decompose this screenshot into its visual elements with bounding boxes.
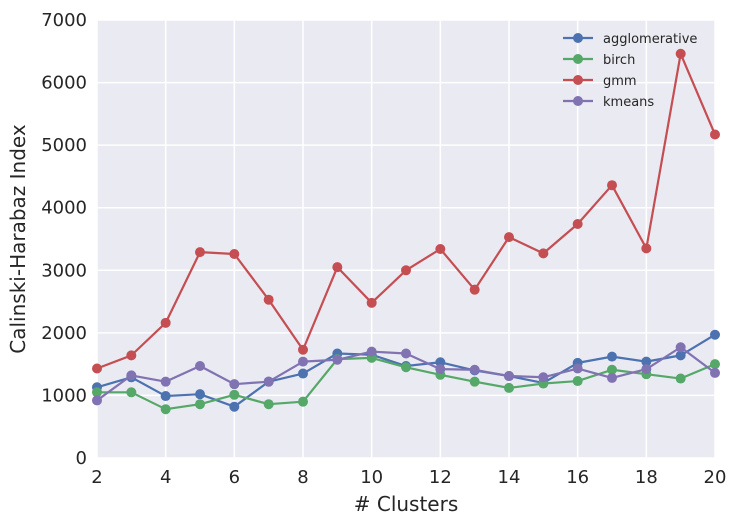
data-point-birch (92, 387, 102, 398)
data-point-birch (160, 404, 171, 415)
data-point-kmeans (572, 363, 583, 374)
data-point-birch (675, 373, 686, 384)
data-point-agglomerative (710, 329, 720, 340)
data-point-birch (126, 387, 137, 398)
data-point-gmm (332, 262, 343, 273)
data-point-agglomerative (229, 401, 240, 412)
data-point-birch (229, 389, 240, 400)
data-point-kmeans (675, 342, 686, 353)
data-point-agglomerative (675, 350, 686, 361)
series-layer (92, 48, 720, 415)
data-point-gmm (160, 317, 171, 328)
data-point-agglomerative (298, 368, 308, 379)
data-point-kmeans (229, 379, 240, 390)
data-point-gmm (504, 232, 514, 243)
legend-label-kmeans: kmeans (603, 95, 654, 110)
legend-label-gmm: gmm (603, 74, 637, 89)
legend-marker-kmeans (573, 96, 583, 106)
y-tick-label: 6000 (41, 73, 87, 94)
data-point-kmeans (641, 364, 652, 375)
data-point-agglomerative (195, 389, 205, 400)
y-axis-label: Calinski-Harabaz Index (6, 124, 30, 354)
legend-marker-birch (573, 54, 583, 64)
legend-marker-agglomerative (573, 33, 583, 43)
data-point-kmeans (126, 370, 137, 381)
data-point-agglomerative (160, 391, 171, 402)
data-point-kmeans (710, 367, 720, 378)
plot-background (97, 20, 715, 458)
tick-labels: 2 4 6 8 10 12 14 16 18 20 0 1000 2000 3000 4000 5000 600… (41, 10, 726, 488)
data-point-kmeans (263, 376, 274, 387)
data-point-birch (710, 359, 720, 370)
data-point-agglomerative (641, 356, 652, 367)
x-tick-label: 2 (91, 467, 102, 488)
x-tick-label: 10 (360, 467, 383, 488)
x-axis-label: # Clusters (354, 492, 459, 516)
data-point-gmm (195, 247, 205, 258)
x-tick-label: 6 (229, 467, 240, 488)
y-tick-label: 3000 (41, 260, 87, 281)
data-point-birch (298, 396, 308, 407)
data-point-gmm (366, 297, 377, 308)
data-point-kmeans (195, 361, 205, 372)
data-point-birch (195, 399, 205, 410)
data-point-gmm (641, 243, 652, 254)
data-point-agglomerative (435, 357, 446, 368)
x-tick-label: 8 (297, 467, 308, 488)
legend-label-birch: birch (603, 53, 635, 68)
data-point-kmeans (607, 372, 617, 383)
data-point-gmm (298, 344, 308, 355)
data-point-gmm (126, 350, 137, 361)
data-point-birch (263, 399, 274, 410)
y-tick-label: 2000 (41, 323, 87, 344)
data-point-kmeans (160, 376, 171, 387)
data-point-kmeans (469, 364, 480, 375)
x-tick-label: 14 (498, 467, 521, 488)
x-tick-label: 16 (566, 467, 589, 488)
data-point-kmeans (92, 395, 102, 406)
x-tick-label: 20 (704, 467, 727, 488)
data-point-kmeans (435, 364, 446, 375)
legend: agglomerative birch gmm kmeans (563, 32, 697, 110)
data-point-birch (572, 376, 583, 387)
data-point-birch (469, 376, 480, 387)
data-point-birch (401, 362, 411, 373)
data-point-gmm (435, 244, 446, 255)
data-point-agglomerative (607, 351, 617, 362)
y-tick-label: 1000 (41, 385, 87, 406)
x-tick-label: 4 (160, 467, 171, 488)
data-point-gmm (607, 180, 617, 191)
data-point-kmeans (401, 348, 411, 359)
data-point-kmeans (538, 372, 549, 383)
legend-label-agglomerative: agglomerative (603, 32, 697, 47)
data-point-gmm (229, 249, 240, 260)
data-point-gmm (572, 218, 583, 229)
data-point-gmm (92, 363, 102, 374)
data-point-birch (504, 382, 514, 393)
x-tick-label: 12 (429, 467, 452, 488)
data-point-birch (607, 364, 617, 375)
y-tick-label: 0 (76, 448, 87, 469)
data-point-kmeans (298, 356, 308, 367)
legend-marker-gmm (573, 75, 583, 85)
data-point-kmeans (332, 354, 343, 365)
x-tick-label: 18 (635, 467, 658, 488)
y-tick-label: 4000 (41, 198, 87, 219)
data-point-kmeans (366, 346, 377, 357)
data-point-gmm (710, 129, 720, 140)
data-point-gmm (538, 248, 549, 259)
data-point-gmm (469, 284, 480, 295)
data-point-gmm (401, 265, 411, 276)
data-point-gmm (263, 294, 274, 305)
y-tick-label: 5000 (41, 135, 87, 156)
data-point-kmeans (504, 371, 514, 382)
y-tick-label: 7000 (41, 10, 87, 31)
data-point-gmm (675, 48, 686, 59)
